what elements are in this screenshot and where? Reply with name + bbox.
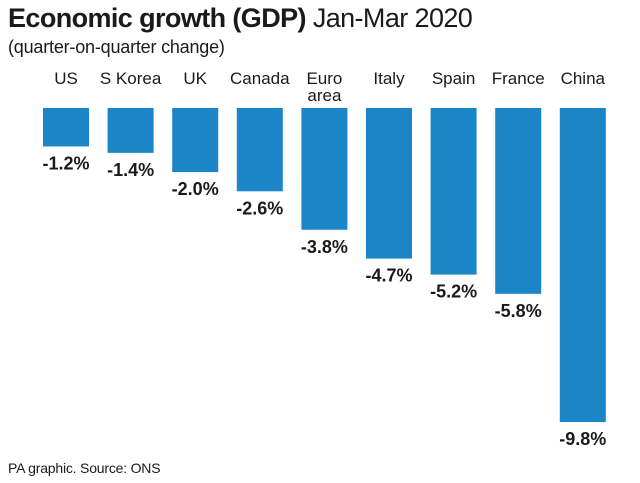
category-label-france: France xyxy=(492,69,545,88)
bar-canada xyxy=(236,108,283,192)
bar-china xyxy=(559,108,606,422)
bar-italy xyxy=(366,108,412,259)
bar-s-korea xyxy=(107,108,154,153)
category-label-china: China xyxy=(561,69,606,88)
value-label-uk: -2.0% xyxy=(172,179,219,199)
value-label-spain: -5.2% xyxy=(430,282,477,302)
chart-title: Economic growth (GDP) Jan-Mar 2020 xyxy=(8,2,473,34)
category-label-italy: Italy xyxy=(373,69,405,88)
title-period: Jan-Mar 2020 xyxy=(312,3,473,33)
bar-france xyxy=(495,108,542,294)
chart-subtitle: (quarter-on-quarter change) xyxy=(8,37,225,57)
category-label-uk: UK xyxy=(183,69,207,88)
category-label-s-korea: S Korea xyxy=(100,69,162,88)
value-label-canada: -2.6% xyxy=(236,198,283,218)
bar-uk xyxy=(172,108,219,173)
bar-spain xyxy=(430,108,477,275)
value-label-china: -9.8% xyxy=(559,429,606,449)
source-note: PA graphic. Source: ONS xyxy=(8,460,161,476)
category-label-us: US xyxy=(54,69,78,88)
category-label-euro-area: Euro area xyxy=(306,69,342,105)
value-label-italy: -4.7% xyxy=(365,266,412,286)
category-label-spain: Spain xyxy=(432,69,475,88)
value-label-france: -5.8% xyxy=(495,301,542,321)
value-label-s-korea: -1.4% xyxy=(107,160,154,180)
value-label-us: -1.2% xyxy=(42,153,89,173)
title-main: Economic growth (GDP) xyxy=(8,3,307,33)
bar-us xyxy=(43,108,89,147)
bar-euro-area xyxy=(301,108,348,230)
category-label-canada: Canada xyxy=(230,69,290,88)
value-label-euro-area: -3.8% xyxy=(301,237,348,257)
